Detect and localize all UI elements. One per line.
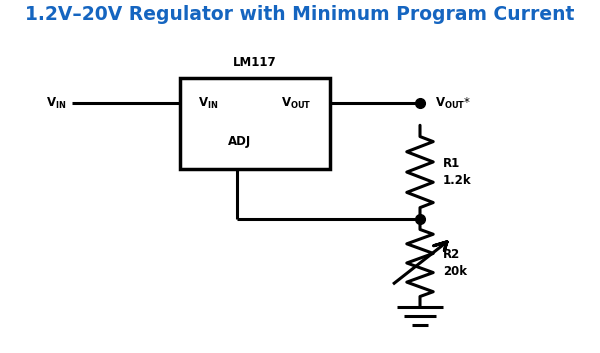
Text: ADJ: ADJ (229, 136, 251, 148)
Text: 1.2k: 1.2k (443, 174, 472, 187)
Text: $\mathbf{V_{IN}}$: $\mathbf{V_{IN}}$ (46, 96, 66, 111)
Bar (180, 78, 330, 169)
Text: R2: R2 (443, 248, 460, 261)
Text: $\mathbf{V_{OUT}}$*: $\mathbf{V_{OUT}}$* (435, 96, 472, 111)
Text: LM117: LM117 (233, 56, 277, 69)
Text: 1.2V–20V Regulator with Minimum Program Current: 1.2V–20V Regulator with Minimum Program … (25, 5, 575, 24)
Text: $\mathbf{V_{IN}}$: $\mathbf{V_{IN}}$ (198, 96, 218, 111)
Text: $\mathbf{V_{OUT}}$: $\mathbf{V_{OUT}}$ (281, 96, 312, 111)
Text: R1: R1 (443, 157, 460, 170)
Text: 20k: 20k (443, 265, 467, 278)
